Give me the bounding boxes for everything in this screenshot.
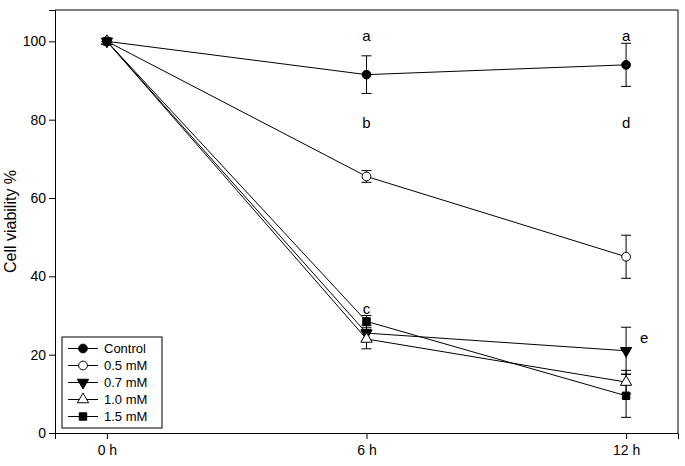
x-tick-label: 12 h bbox=[613, 442, 640, 458]
error-bar bbox=[621, 235, 631, 278]
x-tick-mark bbox=[626, 433, 627, 439]
error-bar bbox=[362, 316, 372, 328]
data-point bbox=[362, 172, 371, 181]
y-tick: 100 bbox=[23, 33, 55, 49]
annotation: c bbox=[363, 300, 371, 317]
x-tick-label: 0 h bbox=[98, 442, 117, 458]
annotation: d bbox=[622, 114, 630, 131]
plot-frame bbox=[55, 10, 678, 433]
y-tick-mark bbox=[49, 433, 55, 434]
y-tick-mark bbox=[49, 198, 55, 199]
y-tick-label: 40 bbox=[30, 268, 46, 284]
legend-marker bbox=[79, 344, 88, 353]
annotation: b bbox=[362, 114, 370, 131]
chart: 0 h 6 h 12 h 0 20 40 60 80 100 Cell viability % a a… bbox=[0, 0, 685, 466]
legend-marker bbox=[77, 393, 88, 403]
legend-marker bbox=[79, 361, 88, 370]
y-axis-line bbox=[49, 11, 56, 434]
y-tick: 60 bbox=[30, 190, 55, 206]
y-tick-mark bbox=[49, 41, 55, 42]
legend: Control 0.5 mM 0.7 mM 1.0 mM 1.5 mM bbox=[62, 337, 162, 428]
y-tick-mark bbox=[49, 355, 55, 356]
x-tick: 6 h bbox=[357, 433, 376, 458]
data-point bbox=[101, 38, 112, 48]
error-bar bbox=[362, 329, 372, 349]
legend-marker bbox=[77, 379, 88, 389]
annotation: e bbox=[640, 329, 648, 346]
x-tick: 12 h bbox=[613, 433, 640, 458]
data-point bbox=[363, 318, 370, 325]
y-tick: 80 bbox=[30, 112, 55, 128]
legend-label: Control bbox=[104, 341, 146, 356]
annotation: a bbox=[622, 27, 631, 44]
data-point bbox=[362, 70, 371, 79]
y-tick-label: 100 bbox=[23, 33, 47, 49]
data-point bbox=[101, 35, 112, 45]
legend-label: 0.7 mM bbox=[104, 375, 147, 390]
legend-label: 1.0 mM bbox=[104, 392, 147, 407]
series-line bbox=[107, 41, 626, 382]
legend-box bbox=[62, 337, 162, 428]
plot-area bbox=[101, 35, 631, 418]
annotation: a bbox=[362, 27, 371, 44]
y-axis-title: Cell viability % bbox=[2, 170, 19, 273]
legend-label: 0.5 mM bbox=[104, 358, 147, 373]
x-tick-mark bbox=[367, 433, 368, 439]
x-tick-label: 6 h bbox=[357, 442, 376, 458]
y-axis: 0 20 40 60 80 100 bbox=[23, 11, 56, 441]
legend-marker bbox=[79, 413, 86, 420]
data-point bbox=[103, 37, 112, 46]
error-bar bbox=[621, 43, 631, 86]
y-tick-label: 60 bbox=[30, 190, 46, 206]
y-tick: 40 bbox=[30, 268, 55, 284]
error-bar bbox=[362, 56, 372, 94]
x-tick-mark bbox=[107, 433, 108, 439]
error-bar bbox=[621, 327, 631, 374]
error-bar bbox=[621, 374, 631, 417]
series-line bbox=[107, 41, 626, 256]
x-tick: 0 h bbox=[98, 433, 117, 458]
data-point bbox=[622, 392, 629, 399]
error-bar bbox=[362, 171, 372, 183]
x-axis: 0 h 6 h 12 h bbox=[56, 433, 679, 458]
data-point bbox=[361, 332, 372, 342]
y-tick-mark bbox=[49, 120, 55, 121]
y-tick: 0 bbox=[38, 425, 55, 441]
y-tick: 20 bbox=[30, 347, 55, 363]
legend-label: 1.5 mM bbox=[104, 409, 147, 424]
series-line bbox=[107, 41, 626, 395]
data-point bbox=[622, 60, 631, 69]
y-tick-label: 80 bbox=[30, 112, 46, 128]
data-point bbox=[103, 37, 112, 46]
y-tick-label: 0 bbox=[38, 425, 46, 441]
x-axis-line bbox=[56, 434, 679, 440]
series-line bbox=[107, 41, 626, 350]
data-point bbox=[620, 376, 631, 386]
y-tick-mark bbox=[49, 276, 55, 277]
data-point bbox=[103, 38, 110, 45]
data-point bbox=[620, 347, 631, 357]
y-tick-label: 20 bbox=[30, 347, 46, 363]
data-point bbox=[622, 252, 631, 261]
